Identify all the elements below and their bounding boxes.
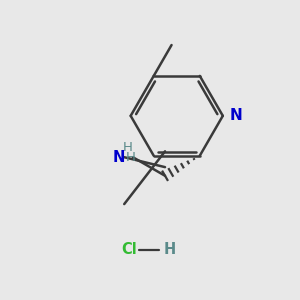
Text: N: N bbox=[230, 108, 242, 123]
Text: Cl: Cl bbox=[121, 242, 136, 257]
Text: H: H bbox=[123, 141, 132, 154]
Text: H: H bbox=[164, 242, 175, 257]
Text: N: N bbox=[112, 150, 125, 165]
Text: H: H bbox=[125, 151, 135, 164]
